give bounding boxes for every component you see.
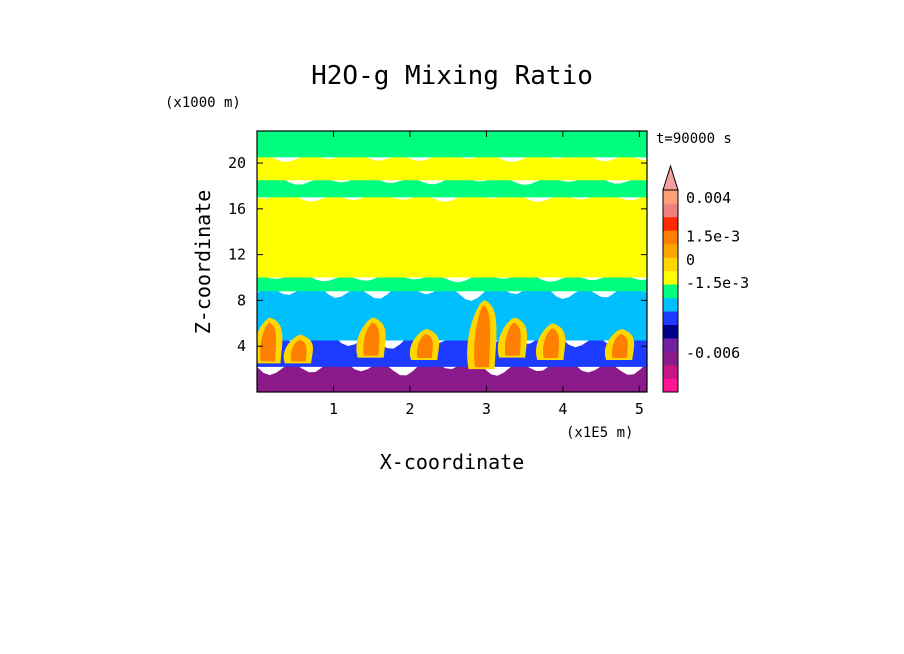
time-label: t=90000 s (656, 131, 732, 147)
y-tick-label: 20 (228, 154, 246, 172)
plume-core (260, 322, 277, 362)
x-tick-label: 4 (558, 400, 567, 418)
colorbar-segment (663, 311, 678, 325)
y-unit-label: (x1000 m) (165, 95, 241, 111)
colorbar-segment (663, 365, 678, 379)
plume-core (363, 322, 380, 356)
colorbar-segment (663, 378, 678, 393)
colorbar-label: -0.006 (686, 344, 740, 362)
y-tick-label: 16 (228, 200, 246, 218)
colorbar-frame (662, 189, 679, 393)
colorbar-segment (663, 190, 678, 204)
colorbar-label: 0.004 (686, 189, 731, 207)
x-unit-label: (x1E5 m) (566, 425, 633, 441)
colorbar-segment (663, 243, 678, 258)
plume-core (416, 334, 433, 358)
y-tick-label: 12 (228, 246, 246, 264)
plot-frame (256, 130, 648, 393)
colorbar-segment (663, 203, 678, 218)
y-axis-ticks: 4 8 12 16 20 (228, 154, 647, 355)
x-tick-label: 1 (329, 400, 338, 418)
field-band-green-layer (257, 272, 647, 292)
colorbar-segment (663, 351, 678, 366)
plume-core (474, 305, 491, 368)
y-tick-label: 8 (237, 291, 246, 309)
x-tick-label: 5 (635, 400, 644, 418)
y-tick-label: 4 (237, 337, 246, 355)
x-tick-label: 2 (405, 400, 414, 418)
colorbar-segment (663, 297, 678, 312)
plume-core (611, 334, 628, 358)
chart-title: H2O-g Mixing Ratio (311, 61, 593, 91)
field-band-mid-yellow-layer (257, 192, 647, 278)
colorbar (662, 164, 679, 393)
colorbar-segment (663, 324, 678, 339)
colorbar-label: 0 (686, 251, 695, 269)
colorbar-segment (663, 338, 678, 352)
x-axis-ticks: 1 2 3 4 5 (329, 131, 644, 418)
field-band-upper-green-layer (257, 175, 647, 198)
colorbar-segment (663, 257, 678, 272)
plume-core (290, 339, 307, 362)
x-axis-label: X-coordinate (380, 450, 525, 474)
colorbar-segment (663, 230, 678, 245)
heatmap-field (257, 131, 647, 392)
colorbar-label: 1.5e-3 (686, 228, 740, 246)
x-tick-label: 3 (482, 400, 491, 418)
colorbar-segment (663, 216, 678, 231)
plume-core (543, 328, 560, 358)
field-band-upper-yellow-layer (257, 152, 647, 181)
colorbar-extend-arrow (662, 164, 679, 191)
colorbar-labels: 0.004 1.5e-3 0 -1.5e-3 -0.006 (686, 189, 749, 362)
colorbar-label: -1.5e-3 (686, 274, 749, 292)
colorbar-segment (663, 270, 678, 285)
y-axis-label: Z-coordinate (191, 190, 215, 335)
plume-core (504, 322, 521, 356)
colorbar-segment (663, 284, 678, 299)
field-band-top-green-layer (257, 131, 647, 158)
